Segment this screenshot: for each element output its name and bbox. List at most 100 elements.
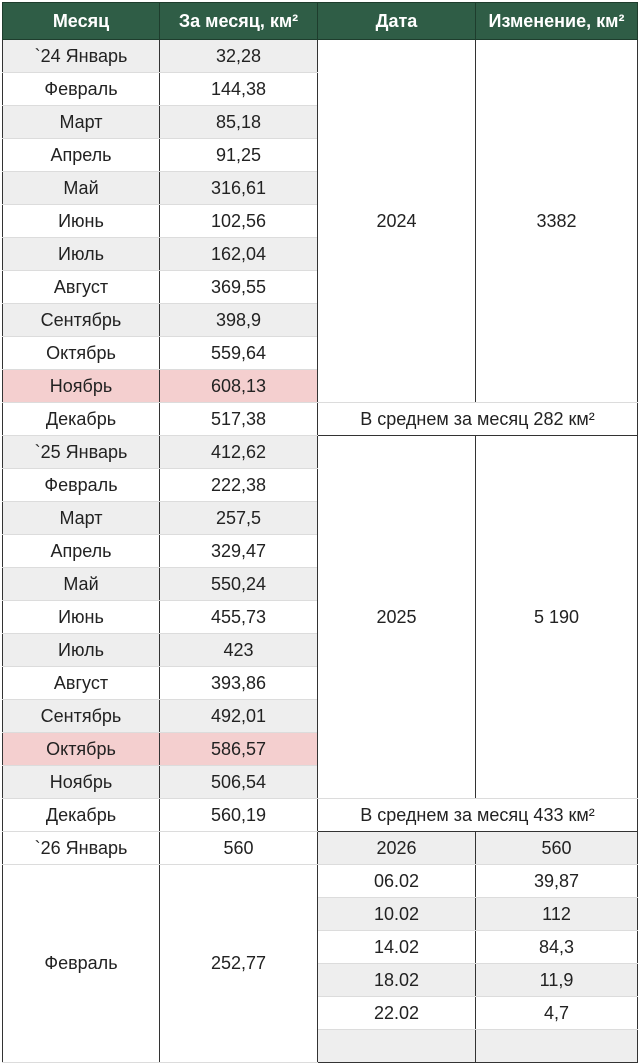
table-row: 22.02 4,7: [3, 996, 638, 1030]
table-row: Ноябрь 506,54: [2, 765, 638, 799]
value-cell: 608,13: [159, 369, 318, 403]
change-cell: [475, 1029, 638, 1063]
month-cell: Март: [2, 501, 160, 535]
table-row: Март 257,5: [2, 501, 638, 535]
date-cell: 06.02: [317, 864, 476, 898]
month-cell: Июнь: [2, 204, 160, 238]
date-cell: 22.02: [317, 996, 476, 1030]
value-cell: 32,28: [159, 39, 318, 73]
month-cell: Октябрь: [2, 732, 160, 766]
month-cell: Май: [2, 567, 160, 601]
value-cell: 455,73: [159, 600, 318, 634]
table-row: Май 550,24: [2, 567, 638, 601]
value-cell: 559,64: [159, 336, 318, 370]
value-cell: 222,38: [159, 468, 318, 502]
value-cell: 398,9: [159, 303, 318, 337]
month-cell: `25 Январь: [2, 435, 160, 469]
value-cell: 492,01: [159, 699, 318, 733]
value-cell: 252,77: [159, 864, 318, 1063]
month-cell: Декабрь: [2, 402, 160, 436]
table-row: Февраль 222,38: [2, 468, 638, 502]
table-row-highlighted: Ноябрь 608,13: [2, 369, 638, 403]
table-row: 14.02 84,3: [3, 930, 638, 964]
value-cell: 393,86: [159, 666, 318, 700]
table-row-highlighted: Октябрь 586,57: [2, 732, 638, 766]
table-row: Июнь 102,56: [2, 204, 638, 238]
value-cell: 91,25: [159, 138, 318, 172]
date-cell: 18.02: [317, 963, 476, 997]
year-cell: 2025: [317, 435, 476, 799]
month-cell: Ноябрь: [2, 369, 160, 403]
table-row: Сентябрь 492,01: [2, 699, 638, 733]
date-cell: 10.02: [317, 897, 476, 931]
value-cell: 423: [159, 633, 318, 667]
average-cell: В среднем за месяц 282 км²: [317, 402, 638, 436]
change-cell: 5 190: [475, 435, 638, 799]
value-cell: 329,47: [159, 534, 318, 568]
date-cell: 14.02: [317, 930, 476, 964]
header-month: Месяц: [2, 2, 160, 40]
value-cell: 162,04: [159, 237, 318, 271]
table-row: Февраль 144,38: [2, 72, 638, 106]
table-row: 18.02 11,9: [3, 963, 638, 997]
date-cell: 2026: [317, 831, 476, 865]
table-row: [3, 1029, 638, 1063]
value-cell: 560,19: [159, 798, 318, 832]
value-cell: 369,55: [159, 270, 318, 304]
table-row: Июль 423: [2, 633, 638, 667]
table-row: Декабрь 517,38 В среднем за месяц 282 км…: [2, 402, 638, 436]
table-row: 10.02 112: [3, 897, 638, 931]
table-row: Июнь 455,73: [2, 600, 638, 634]
value-cell: 102,56: [159, 204, 318, 238]
table-row: `24 Январь 32,28 2024 3382: [2, 39, 638, 403]
table-row: Октябрь 559,64: [2, 336, 638, 370]
header-date: Дата: [317, 2, 476, 40]
value-cell: 560: [159, 831, 318, 865]
month-cell: Июль: [2, 633, 160, 667]
table-row: Февраль 252,77 06.02 39,87: [2, 864, 638, 1063]
value-cell: 412,62: [159, 435, 318, 469]
change-cell: 560: [475, 831, 638, 865]
month-cell: Июль: [2, 237, 160, 271]
month-cell: Октябрь: [2, 336, 160, 370]
table-row: Апрель 329,47: [2, 534, 638, 568]
month-cell: Август: [2, 270, 160, 304]
header-change: Изменение, км²: [475, 2, 638, 40]
value-cell: 257,5: [159, 501, 318, 535]
change-cell: 4,7: [475, 996, 638, 1030]
month-cell: Ноябрь: [2, 765, 160, 799]
change-cell: 3382: [475, 39, 638, 403]
table-row: Июль 162,04: [2, 237, 638, 271]
change-cell: 11,9: [475, 963, 638, 997]
table-row: Август 393,86: [2, 666, 638, 700]
month-cell: Август: [2, 666, 160, 700]
month-cell: Сентябрь: [2, 699, 160, 733]
month-cell: Март: [2, 105, 160, 139]
month-cell: Февраль: [2, 468, 160, 502]
month-cell: Апрель: [2, 534, 160, 568]
change-cell: 84,3: [475, 930, 638, 964]
value-cell: 316,61: [159, 171, 318, 205]
table-row: Март 85,18: [2, 105, 638, 139]
value-cell: 550,24: [159, 567, 318, 601]
average-cell: В среднем за месяц 433 км²: [317, 798, 638, 832]
date-cell: [317, 1029, 476, 1063]
change-cell: 39,87: [475, 864, 638, 898]
month-cell: Декабрь: [2, 798, 160, 832]
table-row: Декабрь 560,19 В среднем за месяц 433 км…: [2, 798, 638, 832]
month-cell: Февраль: [2, 72, 160, 106]
month-cell: `24 Январь: [2, 39, 160, 73]
table-row: `25 Январь 412,62 2025 5 190: [2, 435, 638, 799]
header-per-month: За месяц, км²: [159, 2, 318, 40]
table-row: Сентябрь 398,9: [2, 303, 638, 337]
year-cell: 2024: [317, 39, 476, 403]
value-cell: 144,38: [159, 72, 318, 106]
table-row: Апрель 91,25: [2, 138, 638, 172]
month-cell: Сентябрь: [2, 303, 160, 337]
value-cell: 85,18: [159, 105, 318, 139]
month-cell: `26 Январь: [2, 831, 160, 865]
month-cell: Июнь: [2, 600, 160, 634]
value-cell: 586,57: [159, 732, 318, 766]
header-row: Месяц За месяц, км² Дата Изменение, км²: [2, 2, 638, 40]
